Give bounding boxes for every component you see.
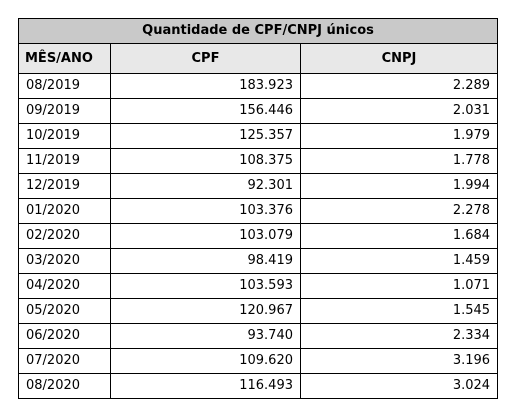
table-row: 08/2020 116.493 3.024 xyxy=(18,373,499,399)
header-cpf: CPF xyxy=(110,43,301,74)
cpf-cell: 120.967 xyxy=(110,298,301,324)
cnpj-cell: 2.278 xyxy=(299,198,499,224)
month-cell: 06/2020 xyxy=(18,323,111,349)
cnpj-cell: 1.979 xyxy=(299,123,499,149)
month-cell: 08/2019 xyxy=(18,73,111,99)
cpf-cell: 108.375 xyxy=(110,148,301,174)
cnpj-cell: 2.289 xyxy=(299,73,499,99)
month-cell: 11/2019 xyxy=(18,148,111,174)
table-row: 06/2020 93.740 2.334 xyxy=(18,323,499,349)
month-cell: 02/2020 xyxy=(18,223,111,249)
cpf-cell: 183.923 xyxy=(110,73,301,99)
month-cell: 08/2020 xyxy=(18,373,111,399)
table-row: 09/2019 156.446 2.031 xyxy=(18,98,499,124)
cnpj-cell: 1.459 xyxy=(299,248,499,274)
cpf-cell: 109.620 xyxy=(110,348,301,374)
month-cell: 10/2019 xyxy=(18,123,111,149)
cnpj-cell: 1.684 xyxy=(299,223,499,249)
cpf-cell: 103.376 xyxy=(110,198,301,224)
table-row: 02/2020 103.079 1.684 xyxy=(18,223,499,249)
header-cnpj: CNPJ xyxy=(299,43,499,74)
month-cell: 05/2020 xyxy=(18,298,111,324)
cnpj-cell: 1.778 xyxy=(299,148,499,174)
table-body: 08/2019 183.923 2.289 09/2019 156.446 2.031 10… xyxy=(18,73,499,399)
cnpj-cell: 2.334 xyxy=(299,323,499,349)
month-cell: 12/2019 xyxy=(18,173,111,199)
month-cell: 03/2020 xyxy=(18,248,111,274)
table-title: Quantidade de CPF/CNPJ únicos xyxy=(17,18,499,44)
table-row: 03/2020 98.419 1.459 xyxy=(18,248,499,274)
cpf-cnpj-table: Quantidade de CPF/CNPJ únicos MÊS/ANO CP… xyxy=(17,18,499,399)
cnpj-cell: 1.994 xyxy=(299,173,499,199)
cnpj-cell: 2.031 xyxy=(299,98,499,124)
table-row: 12/2019 92.301 1.994 xyxy=(18,173,499,199)
cpf-cell: 93.740 xyxy=(110,323,301,349)
table-row: 10/2019 125.357 1.979 xyxy=(18,123,499,149)
cpf-cell: 125.357 xyxy=(110,123,301,149)
cpf-cell: 156.446 xyxy=(110,98,301,124)
table-row: 04/2020 103.593 1.071 xyxy=(18,273,499,299)
table-row: 05/2020 120.967 1.545 xyxy=(18,298,499,324)
cnpj-cell: 3.024 xyxy=(299,373,499,399)
table-row: 01/2020 103.376 2.278 xyxy=(18,198,499,224)
cnpj-cell: 1.071 xyxy=(299,273,499,299)
cpf-cell: 103.593 xyxy=(110,273,301,299)
cnpj-cell: 3.196 xyxy=(299,348,499,374)
table-row: 11/2019 108.375 1.778 xyxy=(18,148,499,174)
month-cell: 09/2019 xyxy=(18,98,111,124)
month-cell: 04/2020 xyxy=(18,273,111,299)
cnpj-cell: 1.545 xyxy=(299,298,499,324)
cpf-cell: 92.301 xyxy=(110,173,301,199)
month-cell: 07/2020 xyxy=(18,348,111,374)
header-row: MÊS/ANO CPF CNPJ xyxy=(18,43,499,74)
cpf-cell: 103.079 xyxy=(110,223,301,249)
cpf-cell: 98.419 xyxy=(110,248,301,274)
header-month: MÊS/ANO xyxy=(18,43,111,74)
table-row: 07/2020 109.620 3.196 xyxy=(18,348,499,374)
month-cell: 01/2020 xyxy=(18,198,111,224)
table-row: 08/2019 183.923 2.289 xyxy=(18,73,499,99)
cpf-cell: 116.493 xyxy=(110,373,301,399)
